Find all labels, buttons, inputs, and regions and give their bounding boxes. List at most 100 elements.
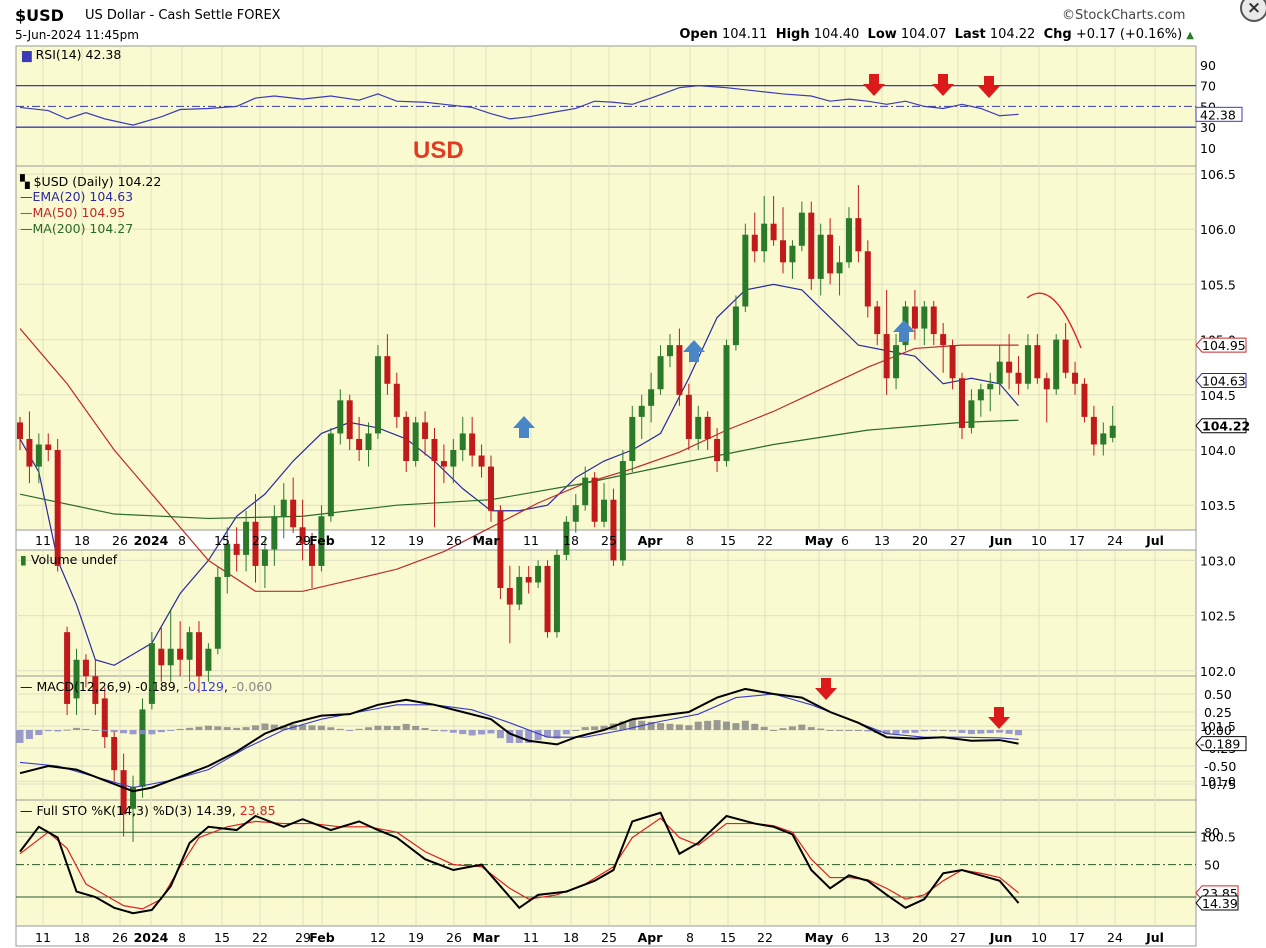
macd-histogram-bar	[581, 727, 589, 730]
up-arrow-icon	[513, 416, 535, 438]
candle-body	[601, 499, 608, 522]
macd-histogram-bar	[807, 727, 815, 730]
candle-body	[139, 709, 146, 787]
macd-tick-label: -0.50	[1204, 759, 1236, 774]
candle-body	[610, 499, 617, 561]
candle	[101, 687, 108, 749]
candle	[356, 416, 363, 462]
x-axis-tick-label: 20	[912, 930, 928, 945]
price-value-tag-text: 104.22	[1202, 419, 1250, 434]
close-icon[interactable]: ×	[1240, 0, 1266, 22]
candle	[26, 411, 33, 484]
candle	[949, 339, 956, 390]
candle-body	[64, 632, 71, 704]
x-axis-tick-label: 25	[601, 533, 617, 548]
candle	[214, 565, 221, 655]
x-axis-tick-label: 27	[950, 930, 966, 945]
macd-histogram-bar	[713, 720, 721, 730]
candle-body	[968, 400, 975, 428]
candle-body	[1015, 372, 1022, 384]
x-axis-tick-label: May	[805, 930, 834, 945]
candle-body	[921, 306, 928, 329]
candle	[836, 245, 843, 296]
candle	[572, 494, 579, 533]
candle-body	[827, 234, 834, 274]
macd-histogram-bar	[647, 721, 655, 730]
candle-body	[723, 345, 730, 462]
macd-histogram-bar	[73, 727, 81, 730]
x-axis-tick-label: 20	[912, 533, 928, 548]
high-label: High	[775, 27, 810, 42]
macd-histogram-bar	[261, 723, 269, 730]
macd-histogram-bar	[723, 721, 730, 730]
candle	[921, 300, 928, 346]
candle-body	[469, 433, 476, 456]
candle	[158, 626, 165, 682]
quote-summary: Open 104.11 High 104.40 Low 104.07 Last …	[679, 27, 1194, 42]
x-axis-tick-label: 15	[214, 930, 230, 945]
sto-layer	[16, 811, 1196, 915]
down-arrow-icon	[863, 74, 885, 96]
candle	[723, 339, 730, 467]
sto-tick-label: 80	[1204, 825, 1220, 840]
x-axis-tick-label: 22	[252, 533, 268, 548]
candle-body	[384, 356, 391, 384]
chart-date: 5-Jun-2024 11:45pm	[15, 28, 139, 42]
price-value-tag: 104.95	[1195, 337, 1247, 353]
candle-body	[949, 345, 956, 379]
candle	[874, 300, 881, 346]
down-arrow-icon	[978, 76, 1000, 98]
macd-histogram-bar	[478, 730, 486, 735]
macd-histogram-bar	[666, 723, 674, 730]
candle	[666, 334, 673, 368]
x-axis-tick-label: 27	[950, 533, 966, 548]
candle	[497, 505, 504, 600]
x-axis-tick-label: Feb	[309, 930, 335, 945]
candle-body	[572, 505, 579, 522]
x-axis-tick-label: 19	[408, 533, 424, 548]
macd-histogram-bar	[854, 730, 862, 731]
rsi-layer	[16, 84, 1196, 128]
candle	[591, 472, 598, 528]
candle	[544, 560, 551, 638]
candle	[798, 201, 805, 252]
macd-histogram-bar	[544, 730, 552, 738]
price-panel	[15, 165, 1197, 531]
x-axis-tick-label: 25	[601, 930, 617, 945]
candle	[1053, 334, 1060, 395]
macd-signal-line	[19, 693, 1019, 789]
open-label: Open	[679, 27, 718, 42]
candle-body	[195, 632, 202, 677]
price-value-tag-text: 104.63	[1202, 373, 1246, 388]
candle-body	[714, 438, 721, 462]
macd-value-tag: -0.189	[1195, 736, 1247, 752]
macd-histogram-bar	[496, 730, 504, 739]
macd-histogram-bar	[732, 723, 740, 730]
x-axis-tick-label: 24	[1107, 930, 1123, 945]
price-value-tag-text: 104.95	[1202, 338, 1246, 353]
macd-histogram-bar	[120, 730, 128, 734]
x-axis-tick-label: 8	[686, 533, 694, 548]
x-axis-tick-label: Mar	[472, 930, 500, 945]
macd-histogram-bar	[327, 727, 335, 730]
candle	[64, 626, 71, 715]
x-axis-tick-label: 22	[757, 930, 773, 945]
candle-body	[478, 455, 485, 467]
candle-body	[73, 659, 80, 699]
candle	[742, 223, 749, 312]
x-axis-tick-label: 11	[523, 533, 539, 548]
candle	[365, 422, 372, 467]
candle-body	[535, 565, 542, 583]
x-axis-tick-label: Jun	[989, 533, 1012, 548]
low-label: Low	[867, 27, 897, 42]
candle-body	[855, 218, 862, 252]
candle	[893, 334, 900, 390]
macd-histogram-bar	[798, 724, 806, 730]
price-tick-label: 106.0	[1200, 222, 1236, 237]
candle	[1072, 361, 1079, 395]
down-arrow-icon	[988, 707, 1010, 729]
candle-body	[101, 698, 108, 738]
x-axis-tick-label: Apr	[638, 533, 664, 548]
candle-body	[666, 345, 673, 357]
candle-body	[732, 306, 739, 346]
